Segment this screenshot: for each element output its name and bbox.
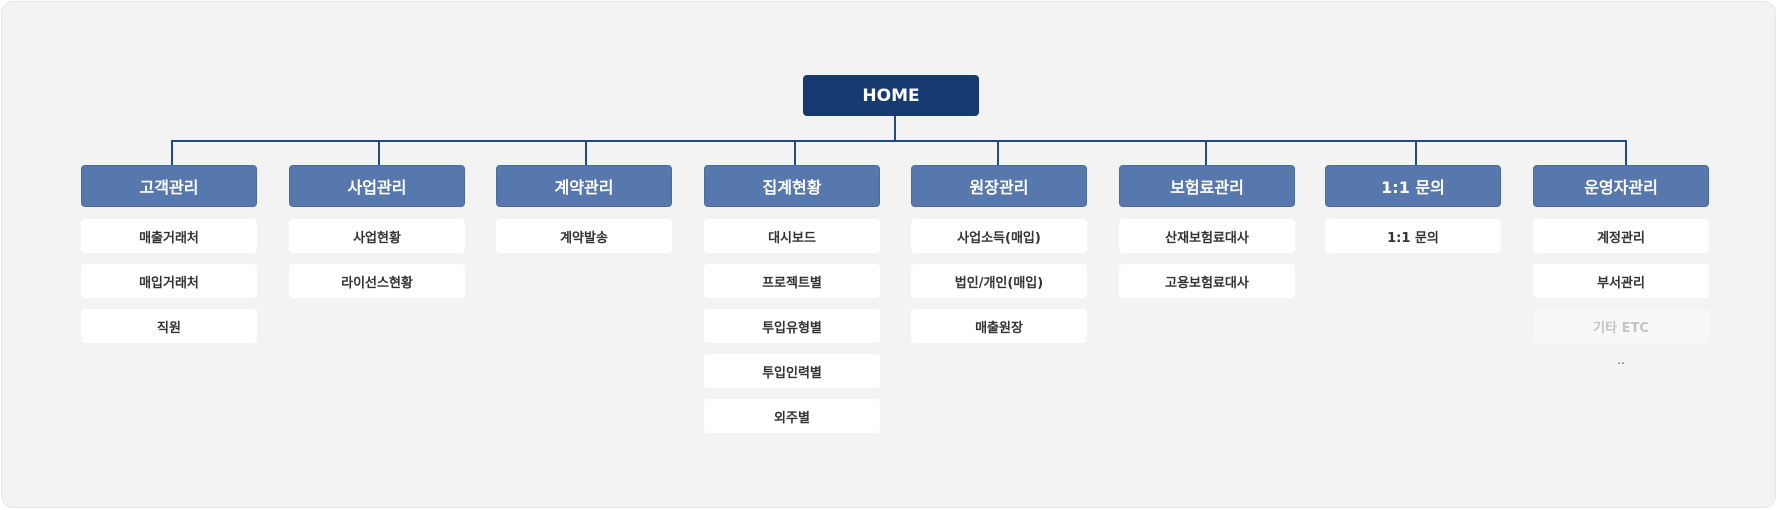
category-column: 보험료관리 산재보험료대사 고용보험료대사 <box>1119 165 1295 309</box>
category-business-management[interactable]: 사업관리 <box>289 165 465 207</box>
category-column: 1:1 문의 1:1 문의 <box>1325 165 1501 264</box>
category-items: 사업소득(매입) 법인/개인(매입) 매출원장 <box>911 219 1087 343</box>
menu-item[interactable]: 사업현황 <box>289 219 465 253</box>
home-node[interactable]: HOME <box>803 75 979 116</box>
menu-item[interactable]: 프로젝트별 <box>704 264 880 298</box>
category-ledger-management[interactable]: 원장관리 <box>911 165 1087 207</box>
menu-item[interactable]: 투입유형별 <box>704 309 880 343</box>
connector-drop <box>997 140 999 166</box>
connector-drop <box>378 140 380 166</box>
menu-item[interactable]: 라이선스현황 <box>289 264 465 298</box>
connector-drop <box>1625 140 1627 166</box>
category-insurance-management[interactable]: 보험료관리 <box>1119 165 1295 207</box>
menu-item[interactable]: 사업소득(매입) <box>911 219 1087 253</box>
menu-item[interactable]: 직원 <box>81 309 257 343</box>
category-items: 매출거래처 매입거래처 직원 <box>81 219 257 343</box>
category-column: 계약관리 계약발송 <box>496 165 672 264</box>
connector-drop <box>171 140 173 166</box>
menu-item[interactable]: 산재보험료대사 <box>1119 219 1295 253</box>
category-items: 대시보드 프로젝트별 투입유형별 투입인력별 외주별 <box>704 219 880 433</box>
more-ellipsis: .. <box>1617 353 1625 367</box>
category-contract-management[interactable]: 계약관리 <box>496 165 672 207</box>
category-column: 고객관리 매출거래처 매입거래처 직원 <box>81 165 257 354</box>
menu-item[interactable]: 계약발송 <box>496 219 672 253</box>
connector-drop <box>794 140 796 166</box>
category-items: 계정관리 부서관리 기타 ETC .. <box>1533 219 1709 366</box>
category-inquiry[interactable]: 1:1 문의 <box>1325 165 1501 207</box>
category-operator-management[interactable]: 운영자관리 <box>1533 165 1709 207</box>
connector-home-stem <box>894 116 896 141</box>
category-items: 계약발송 <box>496 219 672 253</box>
menu-item[interactable]: 투입인력별 <box>704 354 880 388</box>
menu-item[interactable]: 계정관리 <box>1533 219 1709 253</box>
connector-drop <box>585 140 587 166</box>
connector-drop <box>1415 140 1417 166</box>
menu-item[interactable]: 고용보험료대사 <box>1119 264 1295 298</box>
menu-item[interactable]: 법인/개인(매입) <box>911 264 1087 298</box>
category-column: 원장관리 사업소득(매입) 법인/개인(매입) 매출원장 <box>911 165 1087 354</box>
category-column: 운영자관리 계정관리 부서관리 기타 ETC .. <box>1533 165 1709 366</box>
category-items: 1:1 문의 <box>1325 219 1501 253</box>
category-items: 산재보험료대사 고용보험료대사 <box>1119 219 1295 298</box>
menu-item[interactable]: 대시보드 <box>704 219 880 253</box>
category-column: 사업관리 사업현황 라이선스현황 <box>289 165 465 309</box>
menu-item[interactable]: 매출거래처 <box>81 219 257 253</box>
category-items: 사업현황 라이선스현황 <box>289 219 465 298</box>
category-column: 집계현황 대시보드 프로젝트별 투입유형별 투입인력별 외주별 <box>704 165 880 444</box>
connector-drop <box>1205 140 1207 166</box>
category-aggregate-status[interactable]: 집계현황 <box>704 165 880 207</box>
menu-item-disabled: 기타 ETC <box>1533 309 1709 343</box>
menu-item[interactable]: 부서관리 <box>1533 264 1709 298</box>
menu-item[interactable]: 매입거래처 <box>81 264 257 298</box>
category-customer-management[interactable]: 고객관리 <box>81 165 257 207</box>
menu-item[interactable]: 매출원장 <box>911 309 1087 343</box>
menu-item[interactable]: 외주별 <box>704 399 880 433</box>
menu-item[interactable]: 1:1 문의 <box>1325 219 1501 253</box>
connector-horizontal <box>171 140 1627 142</box>
